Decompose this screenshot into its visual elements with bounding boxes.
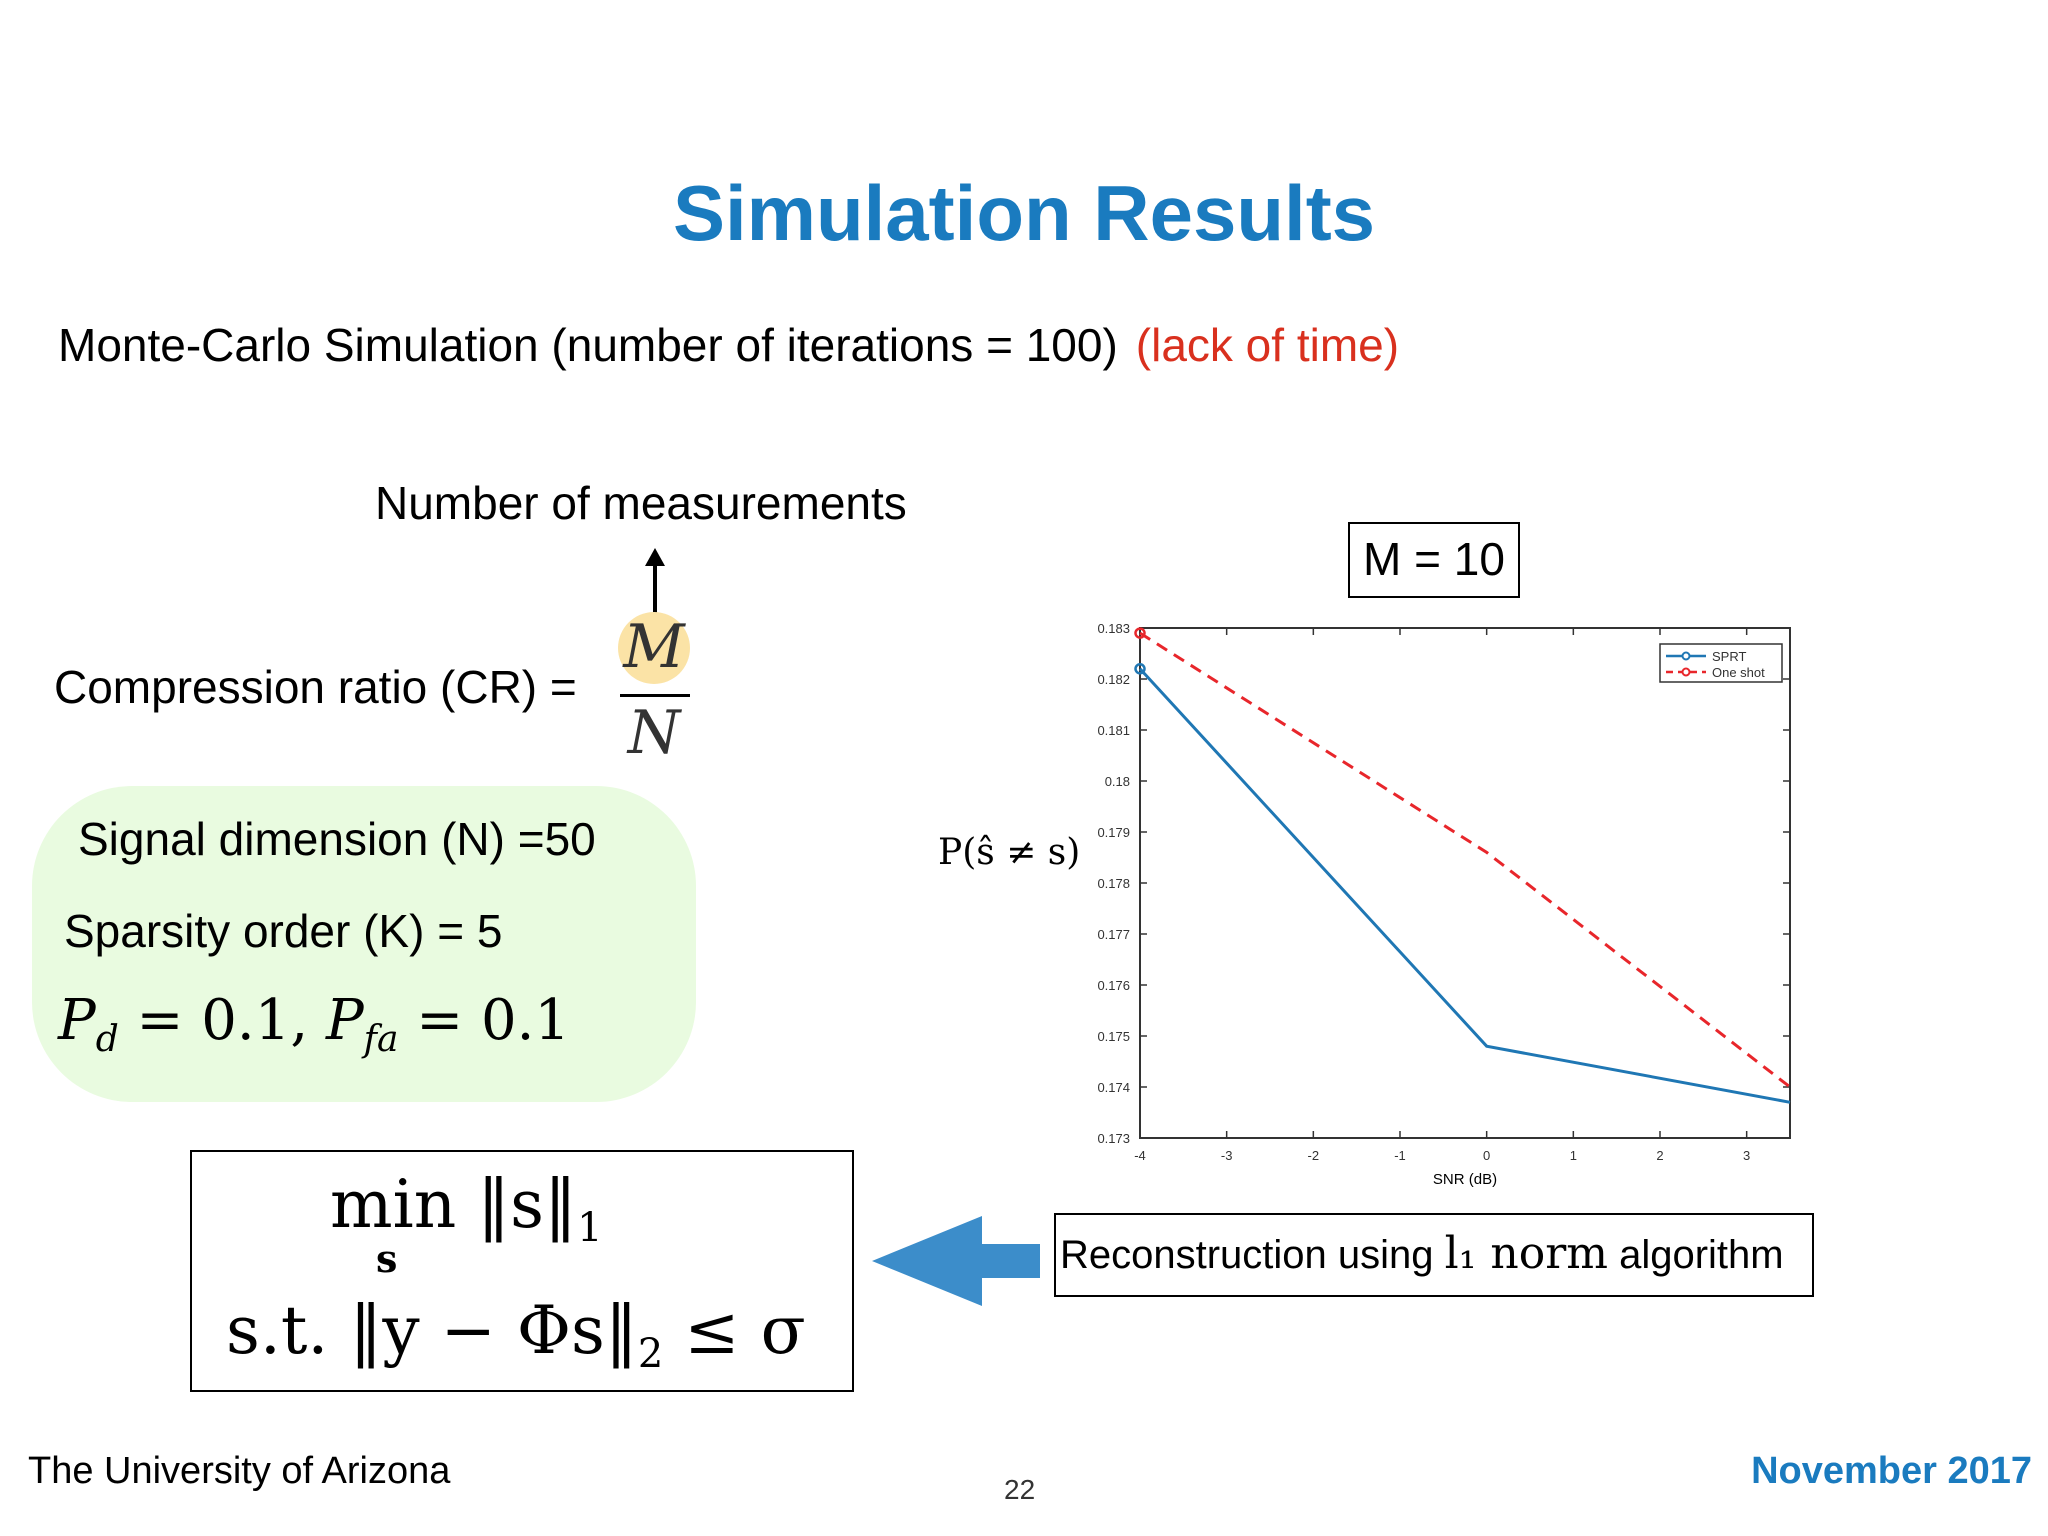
y-tick-label: 0.181 (1097, 723, 1130, 738)
reconstruction-text: Reconstruction using l₁ norm algorithm (1060, 1228, 1784, 1279)
m-value-box (1348, 522, 1520, 598)
opt-min-idx: 1 (577, 1205, 603, 1252)
chart-ylabel: P(ŝ ≠ s) (938, 832, 1081, 873)
x-tick-label: -4 (1134, 1148, 1146, 1163)
y-tick-label: 0.182 (1097, 672, 1130, 687)
line-chart: 0.173 0.174 0.175 0.176 0.177 0.178 0.179 0.18 0… (1097, 621, 1791, 1188)
opt-st-idx: 2 (637, 1331, 664, 1378)
arrow-left-icon (872, 1216, 1040, 1306)
footer-university: The University of Arizona (28, 1450, 451, 1492)
subtitle: Monte-Carlo Simulation (number of iterat… (58, 318, 1399, 372)
highlight-circle (618, 612, 690, 684)
x-tick-label: -3 (1221, 1148, 1233, 1163)
subtitle-main: Monte-Carlo Simulation (number of iterat… (58, 319, 1118, 371)
plot-frame (1139, 627, 1791, 1139)
subtitle-note: (lack of time) (1135, 319, 1400, 371)
y-tick-label: 0.177 (1097, 927, 1130, 942)
y-tick-label: 0.174 (1097, 1080, 1130, 1095)
pd-value: = 0.1, (136, 988, 309, 1053)
y-tick-label: 0.175 (1097, 1029, 1130, 1044)
fraction-denominator: N (627, 698, 681, 768)
series-line-sprt (1138, 667, 1791, 1104)
probability-parameters: Pd = 0.1, Pfa = 0.1 (58, 988, 571, 1061)
y-tick-label: 0.183 (1097, 621, 1130, 636)
fraction-numerator: M (623, 612, 685, 682)
optimization-box (190, 1150, 854, 1392)
footer-date: November 2017 (1751, 1450, 2032, 1492)
y-tick-label: 0.179 (1097, 825, 1130, 840)
legend-label: One shot (1712, 665, 1765, 680)
chart-xlabel: SNR (dB) (1433, 1171, 1497, 1188)
optimization-variable: s (376, 1236, 398, 1281)
arrow-up-icon (645, 548, 665, 618)
opt-st-tail: ≤ σ (684, 1292, 806, 1369)
y-tick-label: 0.18 (1105, 774, 1130, 789)
series-point (1134, 663, 1146, 675)
x-tick-label: 3 (1743, 1148, 1750, 1163)
x-tick-label: 0 (1483, 1148, 1490, 1163)
compression-ratio-label: Compression ratio (CR) = (54, 661, 577, 713)
opt-min: min ‖s‖ (330, 1166, 578, 1243)
recon-post: algorithm (1619, 1233, 1784, 1277)
series-point (1134, 627, 1146, 639)
reconstruction-box (1054, 1213, 1814, 1297)
x-tick-label: -1 (1394, 1148, 1406, 1163)
series-line-one-shot (1139, 631, 1791, 1089)
page-number: 22 (1004, 1474, 1036, 1505)
y-tick-label: 0.176 (1097, 978, 1130, 993)
fraction-bar (620, 694, 690, 697)
signal-dimension: Signal dimension (N) =50 (78, 813, 596, 865)
y-tick-label: 0.173 (1097, 1131, 1130, 1146)
recon-pre: Reconstruction using (1060, 1233, 1434, 1277)
legend-marker (1681, 651, 1691, 661)
x-tick-label: 2 (1656, 1148, 1663, 1163)
legend-label: SPRT (1712, 649, 1746, 664)
m-value: M = 10 (1363, 533, 1505, 585)
slide-title: Simulation Results (672, 169, 1376, 257)
x-tick-label: -2 (1308, 1148, 1320, 1163)
optimization-constraint: s.t. ‖y − Φs‖2 ≤ σ (226, 1292, 806, 1377)
y-tick-label: 0.178 (1097, 876, 1130, 891)
parameters-box (32, 786, 696, 1102)
x-tick-label: 1 (1570, 1148, 1577, 1163)
recon-math: l₁ norm (1444, 1228, 1608, 1279)
optimization-objective: min ‖s‖1 (330, 1166, 603, 1251)
legend-marker (1681, 667, 1691, 677)
measurements-label: Number of measurements (375, 477, 907, 529)
legend-box (1659, 643, 1783, 683)
sparsity-order: Sparsity order (K) = 5 (64, 905, 503, 957)
opt-st: s.t. ‖y − Φs‖ (226, 1292, 638, 1369)
pfa-value: = 0.1 (416, 988, 571, 1053)
